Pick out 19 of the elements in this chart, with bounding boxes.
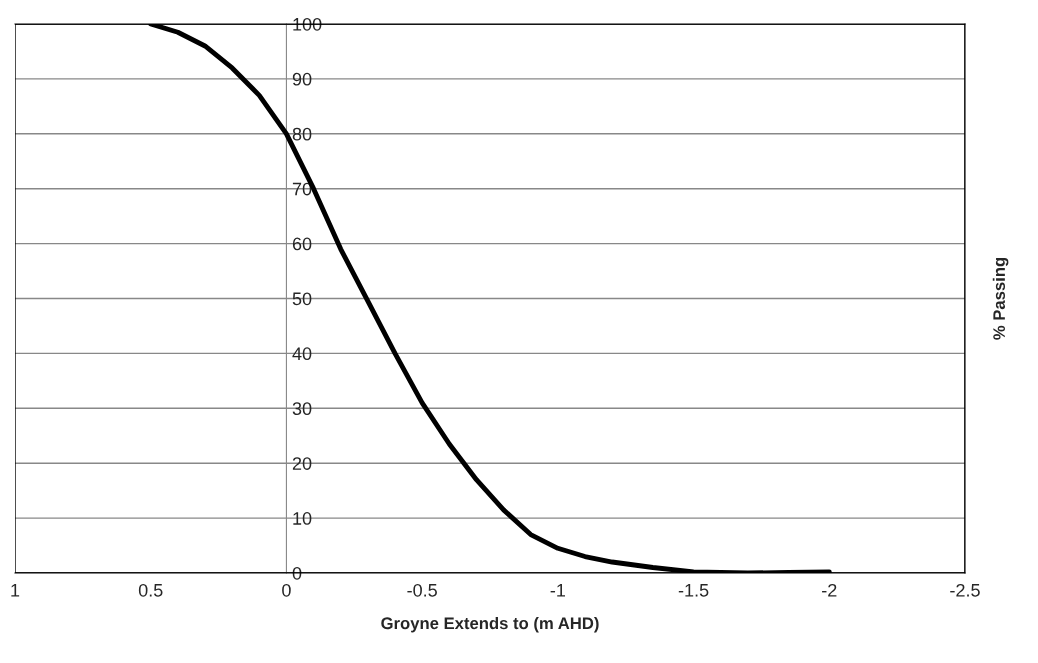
x-tick-label: 1 bbox=[11, 584, 20, 597]
y-tick-label: 30 bbox=[292, 402, 312, 416]
y-axis-title: % Passing bbox=[992, 257, 1009, 340]
y-tick-label: 20 bbox=[292, 457, 312, 470]
x-tick-label: 0 bbox=[282, 583, 291, 597]
y-tick-label: 10 bbox=[293, 512, 312, 525]
x-tick-label: -2.5 bbox=[950, 583, 980, 597]
x-tick-label: -1 bbox=[550, 584, 565, 597]
x-axis-title: Groyne Extends to (m AHD) bbox=[381, 616, 599, 633]
y-tick-label: 40 bbox=[292, 347, 312, 361]
x-tick-label: -0.5 bbox=[407, 583, 437, 597]
y-tick-label: 80 bbox=[292, 127, 312, 141]
y-tick-label: 50 bbox=[292, 292, 312, 306]
y-tick-label: 60 bbox=[292, 237, 312, 251]
x-tick-label: 0.5 bbox=[138, 583, 163, 597]
x-tick-label: -2 bbox=[822, 583, 837, 597]
x-tick-label: -1.5 bbox=[678, 584, 709, 597]
y-tick-label: 70 bbox=[292, 182, 312, 196]
y-tick-label: 90 bbox=[292, 72, 312, 86]
